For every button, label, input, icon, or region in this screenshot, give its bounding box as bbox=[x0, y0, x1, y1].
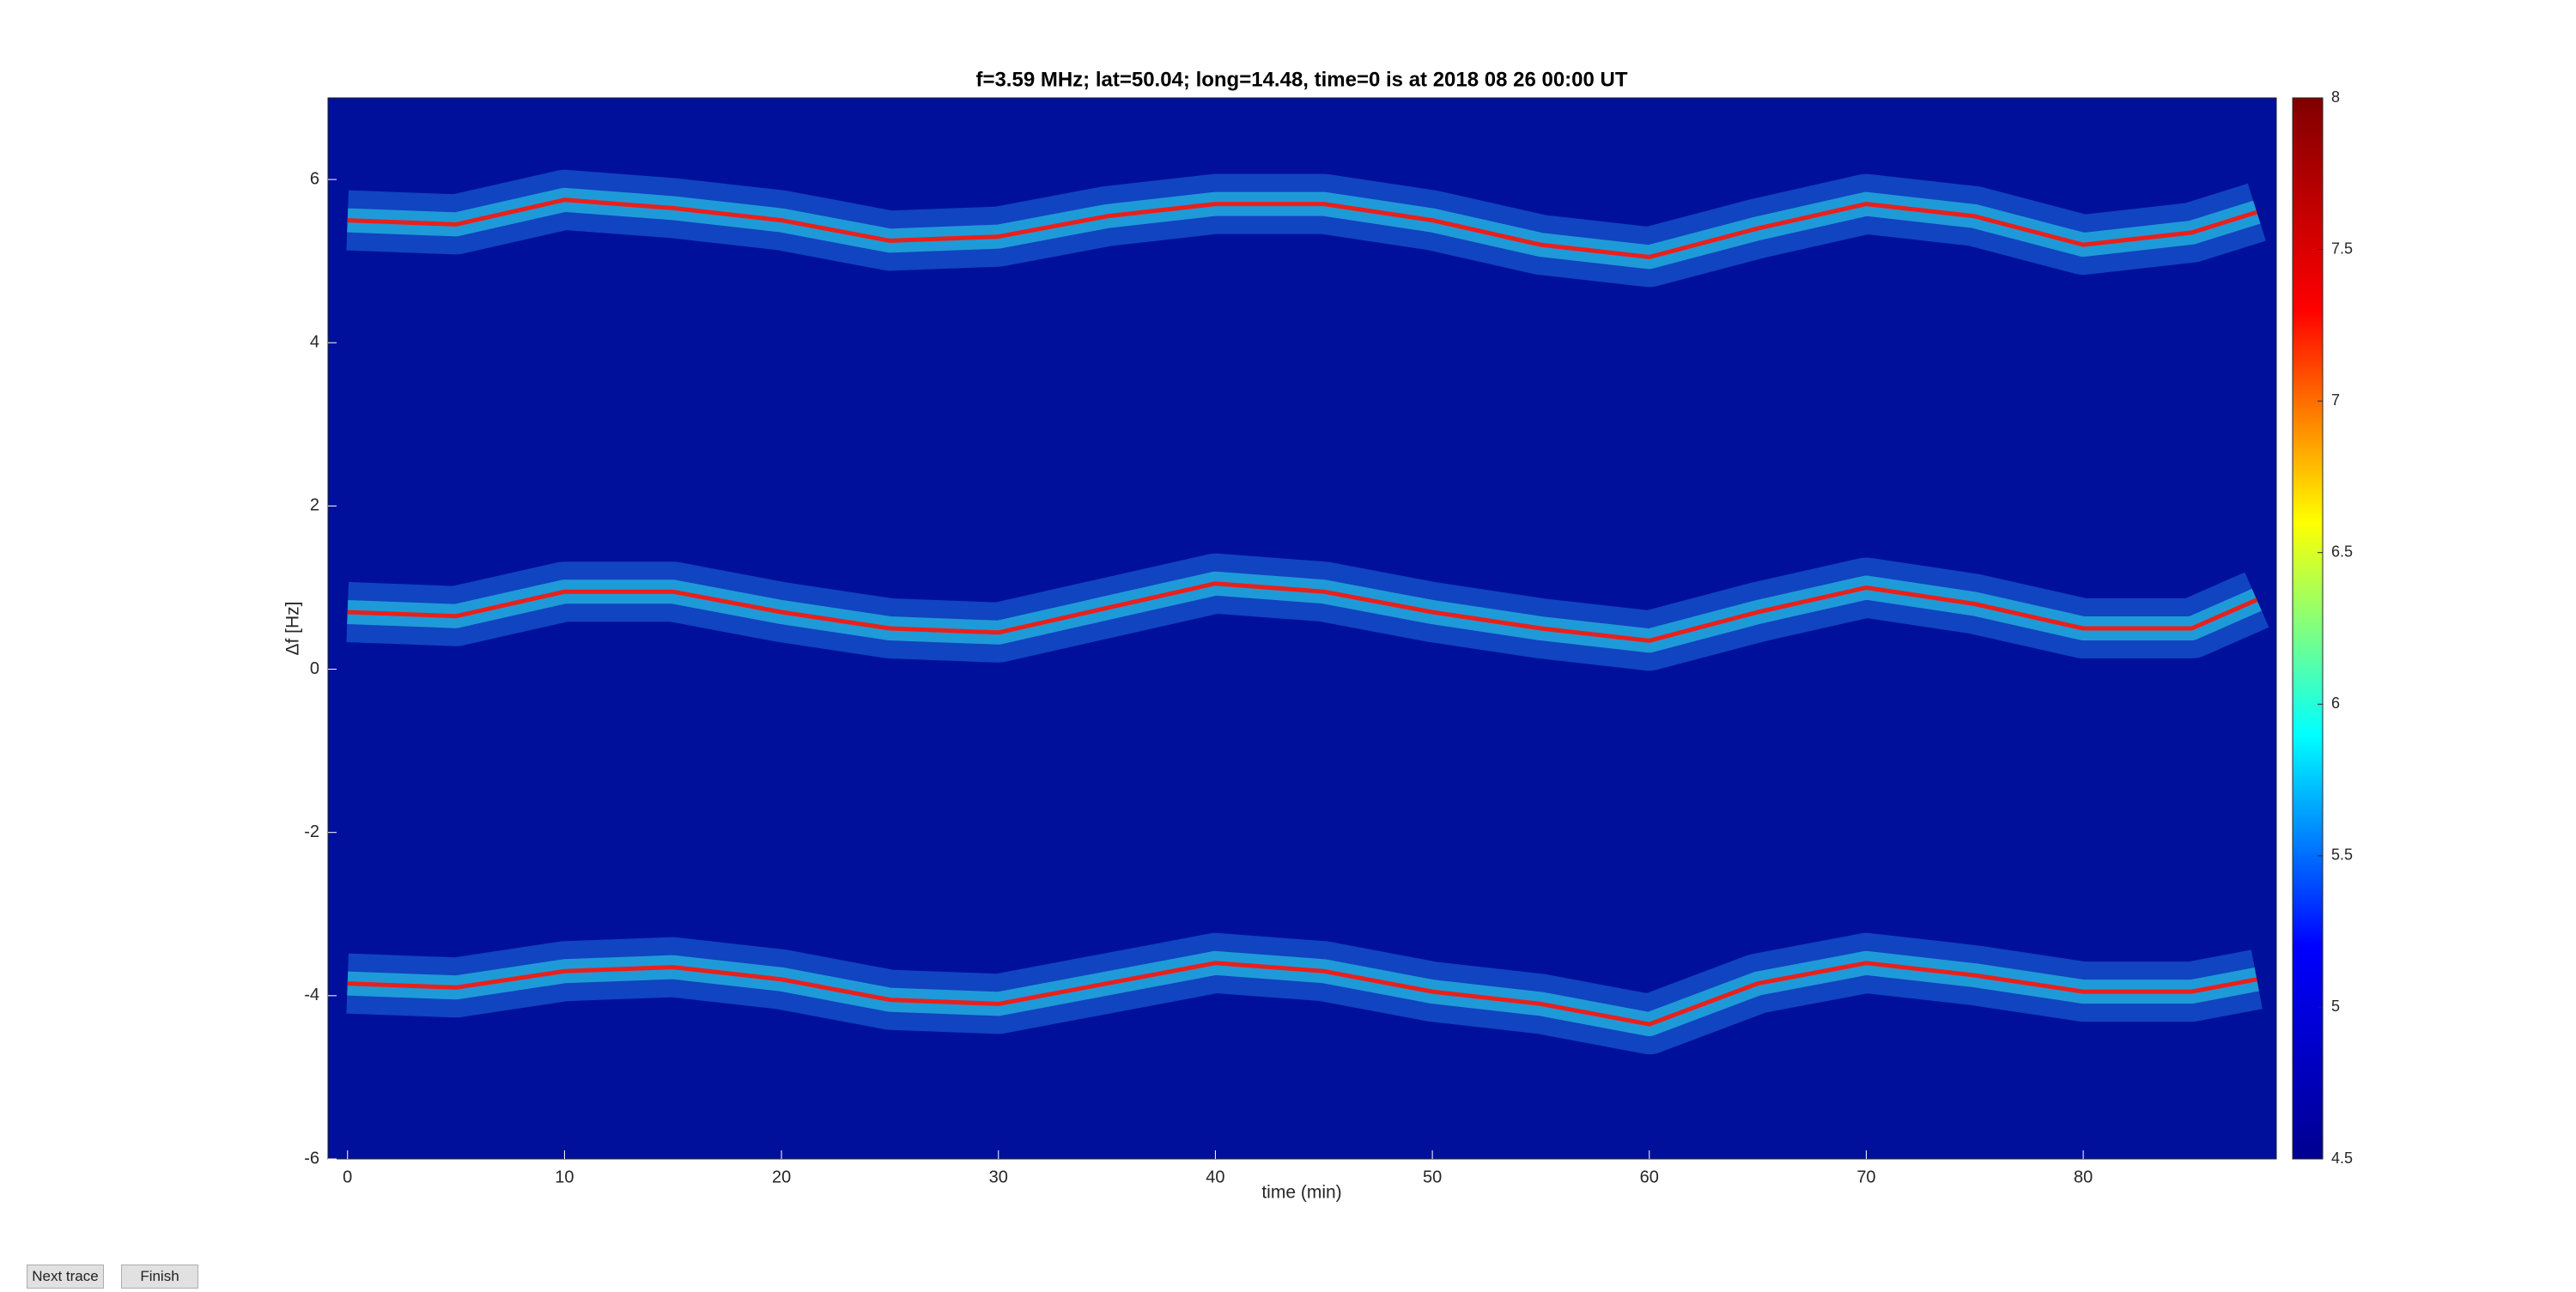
y-tick-label: -2 bbox=[304, 822, 319, 841]
trace-line bbox=[347, 581, 2258, 643]
colorbar-tick-label: 5 bbox=[2331, 998, 2340, 1015]
y-tick-label: -6 bbox=[304, 1149, 319, 1168]
trace-line bbox=[347, 961, 2257, 1027]
y-tick-label: -4 bbox=[304, 986, 319, 1004]
x-tick-label: 40 bbox=[1206, 1168, 1224, 1186]
x-tick-label: 80 bbox=[2074, 1168, 2093, 1186]
x-tick-label: 70 bbox=[1856, 1168, 1875, 1186]
colorbar-tick-label: 8 bbox=[2331, 88, 2340, 106]
y-tick-label: 0 bbox=[310, 659, 319, 678]
colorbar-tick-label: 5.5 bbox=[2331, 846, 2353, 864]
x-tick-label: 30 bbox=[989, 1168, 1008, 1186]
x-tick-label: 10 bbox=[555, 1168, 574, 1186]
y-tick-label: 2 bbox=[310, 496, 319, 515]
plot-frame bbox=[327, 97, 2277, 1160]
x-tick-label: 20 bbox=[772, 1168, 791, 1186]
x-tick-label: 0 bbox=[343, 1168, 352, 1186]
colorbar-tick-label: 6.5 bbox=[2331, 543, 2353, 560]
colorbar-tick-label: 6 bbox=[2331, 695, 2340, 712]
finish-button[interactable]: Finish bbox=[121, 1265, 198, 1289]
chart-title: f=3.59 MHz; lat=50.04; long=14.48, time=… bbox=[975, 68, 1627, 91]
chart: f=3.59 MHz; lat=50.04; long=14.48, time=… bbox=[283, 68, 2353, 1203]
colorbar-tick-label: 7.5 bbox=[2331, 240, 2353, 257]
y-tick-label: 4 bbox=[310, 333, 319, 352]
colorbar-tick-label: 7 bbox=[2331, 391, 2340, 409]
colorbar-tick-label: 4.5 bbox=[2331, 1149, 2353, 1167]
y-axis-label: Δf [Hz] bbox=[283, 601, 303, 655]
x-tick-label: 60 bbox=[1640, 1168, 1659, 1186]
colorbar bbox=[2292, 97, 2324, 1160]
x-tick-label: 50 bbox=[1423, 1168, 1442, 1186]
x-axis-label: time (min) bbox=[1261, 1183, 1341, 1203]
y-tick-label: 6 bbox=[310, 169, 319, 188]
next-trace-button[interactable]: Next trace bbox=[27, 1265, 104, 1289]
trace-line bbox=[347, 197, 2258, 259]
